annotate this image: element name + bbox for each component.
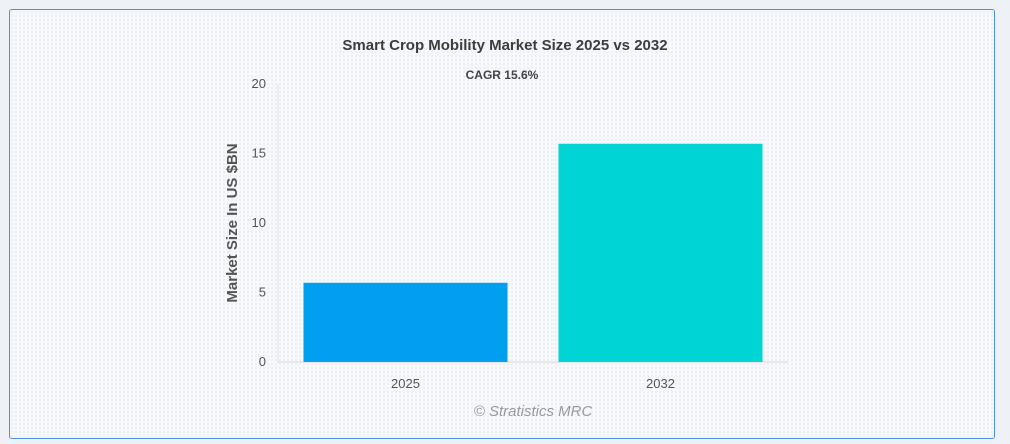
chart-title: Smart Crop Mobility Market Size 2025 vs …	[342, 37, 667, 54]
x-tick-label-2032: 2032	[646, 376, 675, 391]
watermark: © Stratistics MRC	[474, 403, 593, 420]
chart-card	[9, 9, 995, 439]
y-tick-label-2: 10	[252, 215, 266, 230]
y-axis-label: Market Size In US $BN	[224, 143, 241, 302]
chart-subtitle: CAGR 15.6%	[466, 68, 539, 82]
y-tick-label-1: 5	[259, 285, 266, 300]
y-tick-label-4: 20	[252, 76, 266, 91]
bar-2025	[303, 282, 508, 362]
y-tick-label-3: 15	[252, 146, 266, 161]
plot-area: 0 5 10 15 20 2025 2032	[252, 76, 788, 391]
x-tick-label-2025: 2025	[391, 376, 420, 391]
bar-2032	[558, 143, 763, 362]
y-tick-label-0: 0	[259, 354, 266, 369]
